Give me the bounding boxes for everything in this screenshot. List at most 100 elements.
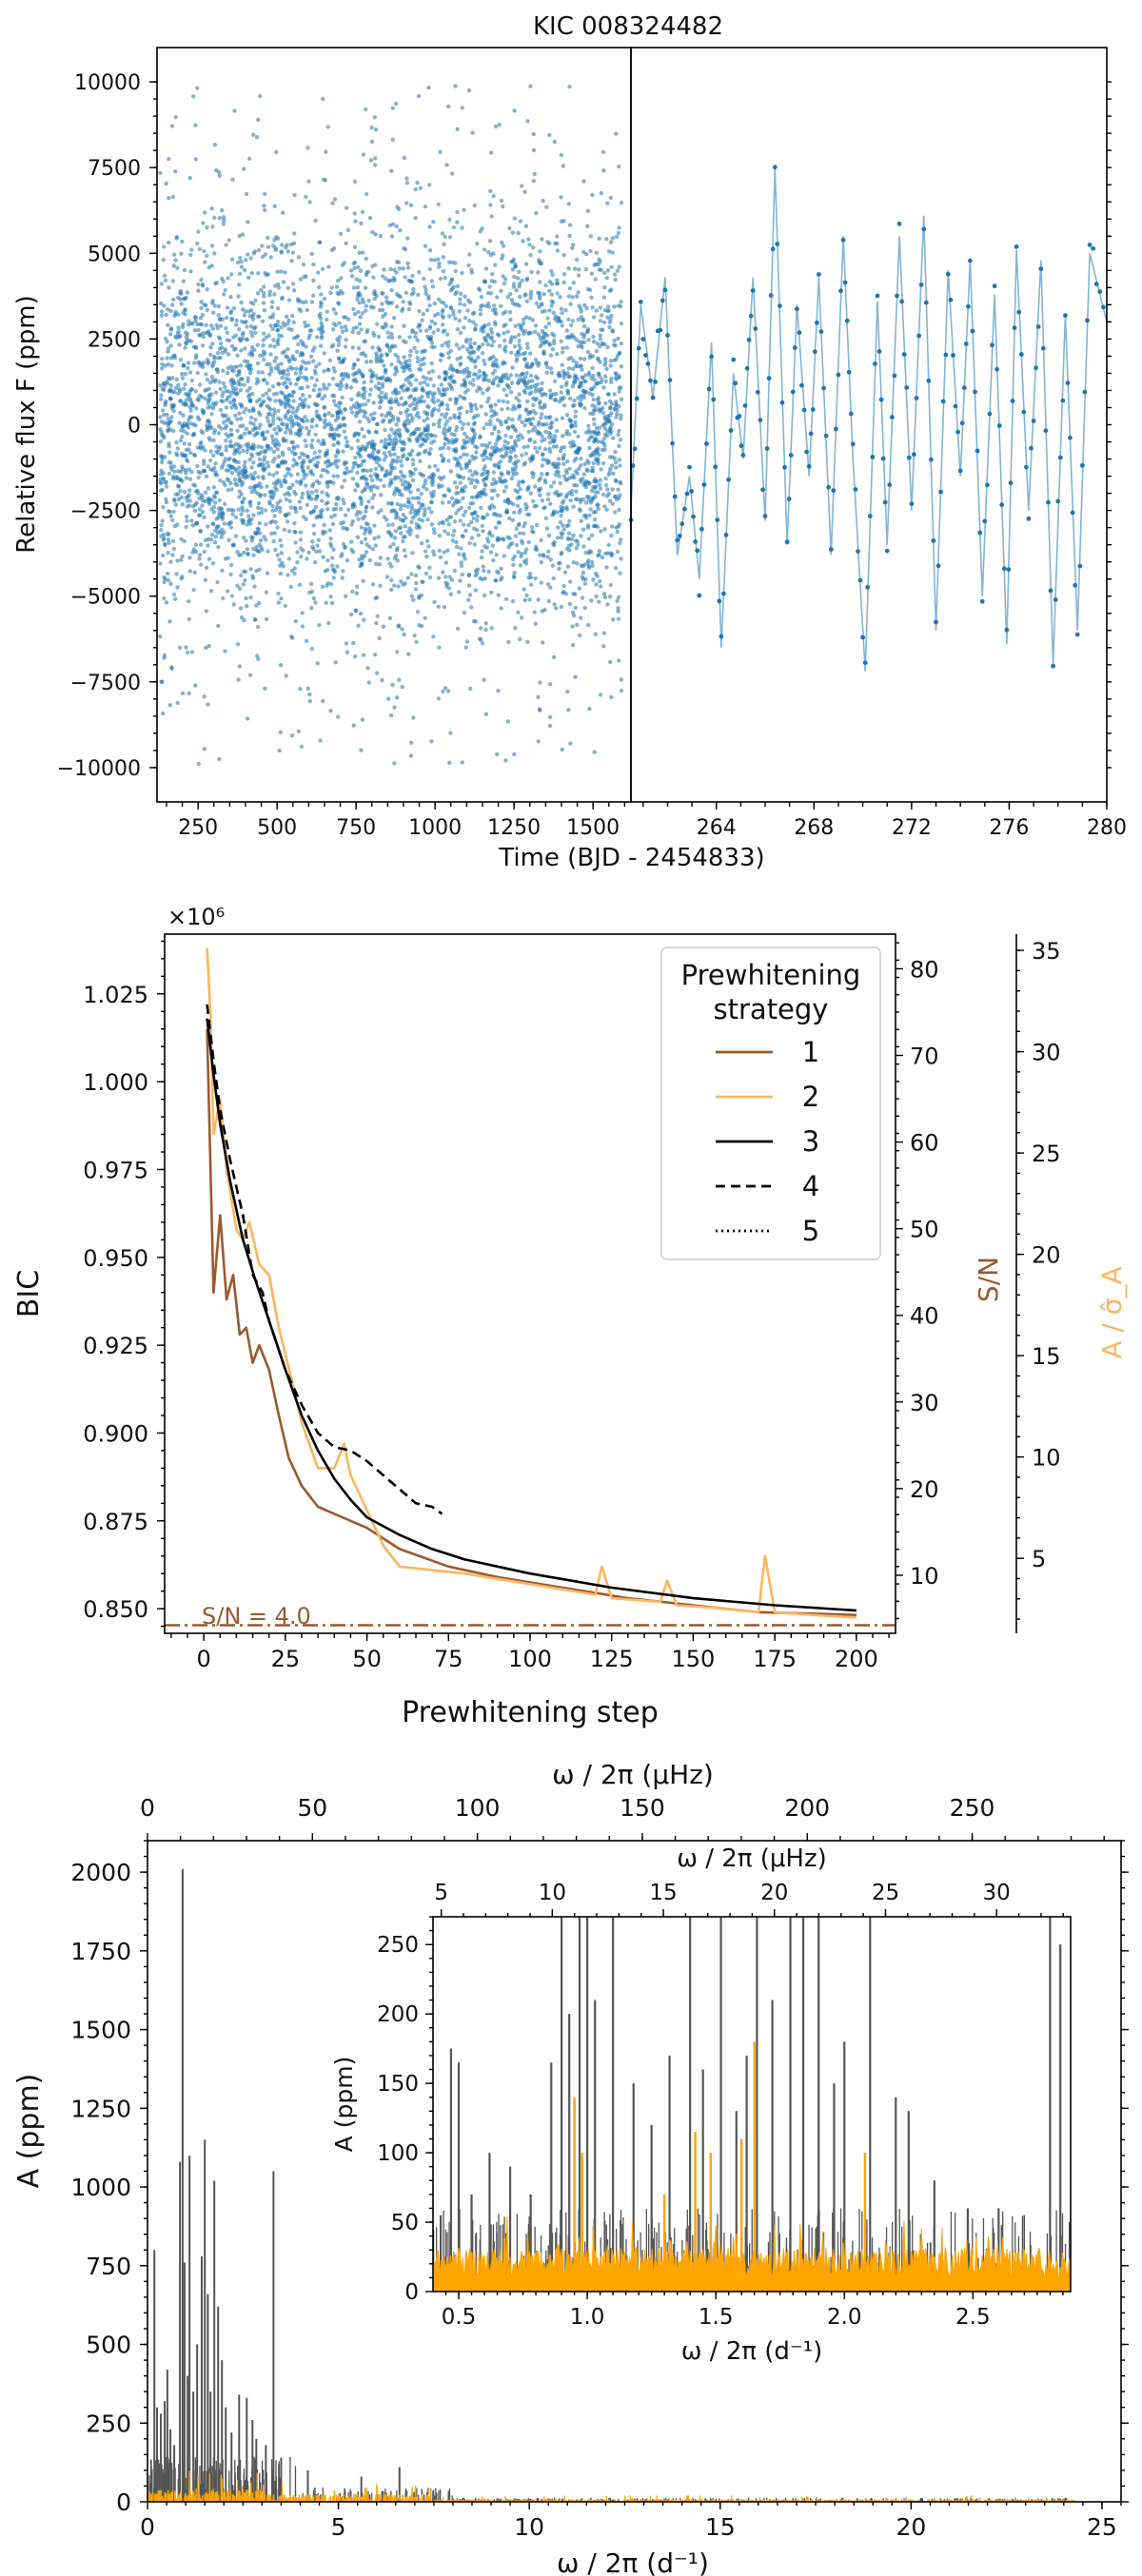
flux-point (257, 567, 262, 572)
flux-point (388, 266, 393, 272)
flux-point (475, 479, 481, 484)
flux-point (464, 374, 470, 380)
flux-point (450, 286, 455, 291)
flux-point (220, 345, 225, 350)
flux-point (599, 190, 604, 196)
flux-point (394, 428, 399, 433)
flux-point (507, 536, 512, 541)
flux-point (552, 602, 557, 607)
flux-point (237, 586, 243, 591)
flux-point (466, 439, 471, 444)
flux-point (285, 426, 289, 431)
flux-point (353, 219, 358, 224)
flux-point (554, 282, 560, 286)
flux-point (509, 476, 514, 481)
flux-point (387, 434, 392, 439)
flux-point (345, 466, 349, 471)
flux-point (163, 402, 167, 408)
flux-point (443, 275, 447, 281)
flux-point (256, 511, 262, 516)
flux-point (166, 322, 170, 327)
flux-point (401, 306, 405, 311)
flux-point (231, 398, 237, 402)
flux-point (565, 459, 570, 464)
flux-point (382, 458, 387, 462)
flux-point (437, 264, 442, 269)
flux-point (583, 516, 589, 520)
flux-point (180, 554, 185, 558)
flux-point (499, 288, 503, 294)
flux-point (426, 544, 431, 549)
flux-point (354, 410, 359, 416)
flux-point (371, 442, 376, 447)
flux-point (404, 363, 410, 368)
flux-point (228, 525, 234, 530)
flux-point (224, 388, 229, 394)
flux-point (436, 257, 441, 262)
flux-point (406, 652, 411, 656)
flux-point (481, 529, 485, 534)
flux-point (248, 324, 254, 329)
flux-point (213, 470, 218, 475)
flux-point (270, 503, 275, 509)
flux-point (209, 244, 215, 248)
flux-point (269, 531, 274, 536)
flux-point (384, 378, 388, 382)
flux-point (546, 598, 551, 604)
flux-point (382, 363, 386, 368)
flux-point (275, 500, 280, 506)
flux-point (368, 488, 374, 493)
flux-point (358, 510, 363, 516)
flux-point (365, 399, 371, 403)
flux-point (167, 285, 171, 290)
flux-point (445, 532, 451, 537)
flux-point (567, 286, 573, 291)
flux-point (506, 639, 511, 645)
flux-point (447, 376, 452, 381)
flux-point (458, 455, 463, 459)
flux-point (187, 691, 191, 695)
flux-point (328, 423, 334, 428)
flux-point (436, 604, 441, 609)
flux-point (384, 445, 388, 450)
flux-point (432, 530, 437, 536)
flux-point (323, 453, 328, 459)
flux-point (603, 482, 609, 488)
flux-point (457, 309, 463, 314)
flux-point (452, 528, 457, 534)
flux-point (459, 563, 464, 569)
flux-point (604, 494, 610, 498)
flux-point (585, 349, 591, 355)
flux-point (545, 364, 550, 370)
flux-point (187, 498, 192, 503)
flux-point (427, 183, 432, 187)
flux-point (482, 467, 486, 472)
flux-point (221, 595, 226, 601)
flux-point (619, 342, 623, 346)
flux-point (352, 260, 358, 264)
flux-point (332, 513, 337, 517)
flux-point (256, 491, 261, 497)
flux-point (453, 84, 458, 88)
flux-point (413, 330, 418, 336)
flux-point (446, 499, 452, 505)
flux-point (386, 335, 391, 340)
flux-point (338, 400, 344, 405)
flux-point (524, 557, 529, 562)
flux-point (441, 493, 446, 498)
flux-point (515, 490, 521, 495)
flux-point (322, 425, 327, 430)
flux-point (421, 474, 426, 478)
flux-point (206, 329, 211, 334)
flux-point (399, 361, 404, 366)
flux-point (198, 322, 203, 326)
flux-point (277, 398, 282, 403)
flux-point (472, 203, 477, 208)
flux-point (508, 449, 513, 455)
flux-point (276, 416, 281, 420)
flux-point (249, 271, 254, 276)
flux-point (606, 308, 611, 313)
flux-point (241, 330, 246, 336)
flux-point (264, 616, 269, 622)
flux-point (377, 635, 382, 641)
